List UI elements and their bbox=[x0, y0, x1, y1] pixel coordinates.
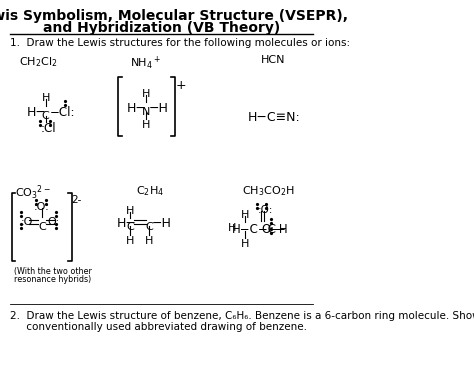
Text: CO$_3$$^{2-}$: CO$_3$$^{2-}$ bbox=[15, 184, 51, 202]
Text: H−C−C−: H−C−C− bbox=[232, 223, 286, 236]
Text: C: C bbox=[127, 222, 134, 232]
Text: H: H bbox=[126, 236, 135, 246]
Text: O:: O: bbox=[261, 223, 274, 236]
Text: and Hybridization (VB Theory): and Hybridization (VB Theory) bbox=[43, 21, 280, 35]
Text: conventionally used abbreviated drawing of benzene.: conventionally used abbreviated drawing … bbox=[10, 322, 307, 332]
Text: −H: −H bbox=[152, 217, 172, 230]
Text: H−: H− bbox=[27, 106, 47, 119]
Text: C: C bbox=[42, 110, 50, 121]
Text: H: H bbox=[241, 210, 249, 220]
Text: :O: :O bbox=[20, 217, 33, 227]
Text: H: H bbox=[145, 236, 153, 246]
Text: C$_2$H$_4$: C$_2$H$_4$ bbox=[136, 184, 164, 198]
Text: Lewis Symbolism, Molecular Structure (VSEPR),: Lewis Symbolism, Molecular Structure (VS… bbox=[0, 9, 348, 23]
Text: NH$_4$$^+$: NH$_4$$^+$ bbox=[130, 55, 161, 72]
Text: 2.  Draw the Lewis structure of benzene, C₆H₆. Benzene is a 6-carbon ring molecu: 2. Draw the Lewis structure of benzene, … bbox=[10, 311, 474, 321]
Text: H−C≡N:: H−C≡N: bbox=[248, 110, 301, 124]
Text: H: H bbox=[141, 89, 150, 99]
Text: H: H bbox=[42, 93, 50, 103]
Text: H: H bbox=[141, 120, 150, 130]
Text: (With the two other: (With the two other bbox=[14, 267, 92, 276]
Text: N: N bbox=[141, 107, 150, 116]
Text: H−: H− bbox=[117, 217, 137, 230]
Text: 2-: 2- bbox=[72, 195, 82, 205]
Text: −H: −H bbox=[149, 102, 169, 115]
Text: H: H bbox=[228, 223, 236, 233]
Text: CH$_2$Cl$_2$: CH$_2$Cl$_2$ bbox=[19, 55, 58, 69]
Text: resonance hybrids): resonance hybrids) bbox=[14, 275, 91, 284]
Text: H: H bbox=[241, 239, 249, 248]
Text: C: C bbox=[38, 222, 46, 232]
Text: C: C bbox=[145, 222, 153, 232]
Text: HCN: HCN bbox=[261, 55, 286, 65]
Text: −H: −H bbox=[270, 223, 289, 236]
Text: H: H bbox=[126, 206, 135, 216]
Text: −Cl:: −Cl: bbox=[50, 106, 75, 119]
Text: O:: O: bbox=[47, 217, 59, 227]
Text: :O:: :O: bbox=[34, 202, 50, 212]
Text: 1.  Draw the Lewis structures for the following molecules or ions:: 1. Draw the Lewis structures for the fol… bbox=[10, 38, 350, 48]
Text: :Cl: :Cl bbox=[40, 123, 56, 135]
Text: CH$_3$CO$_2$H: CH$_3$CO$_2$H bbox=[242, 184, 294, 198]
Text: +: + bbox=[175, 79, 186, 92]
Text: :O:: :O: bbox=[258, 205, 273, 215]
Text: H−: H− bbox=[127, 102, 147, 115]
